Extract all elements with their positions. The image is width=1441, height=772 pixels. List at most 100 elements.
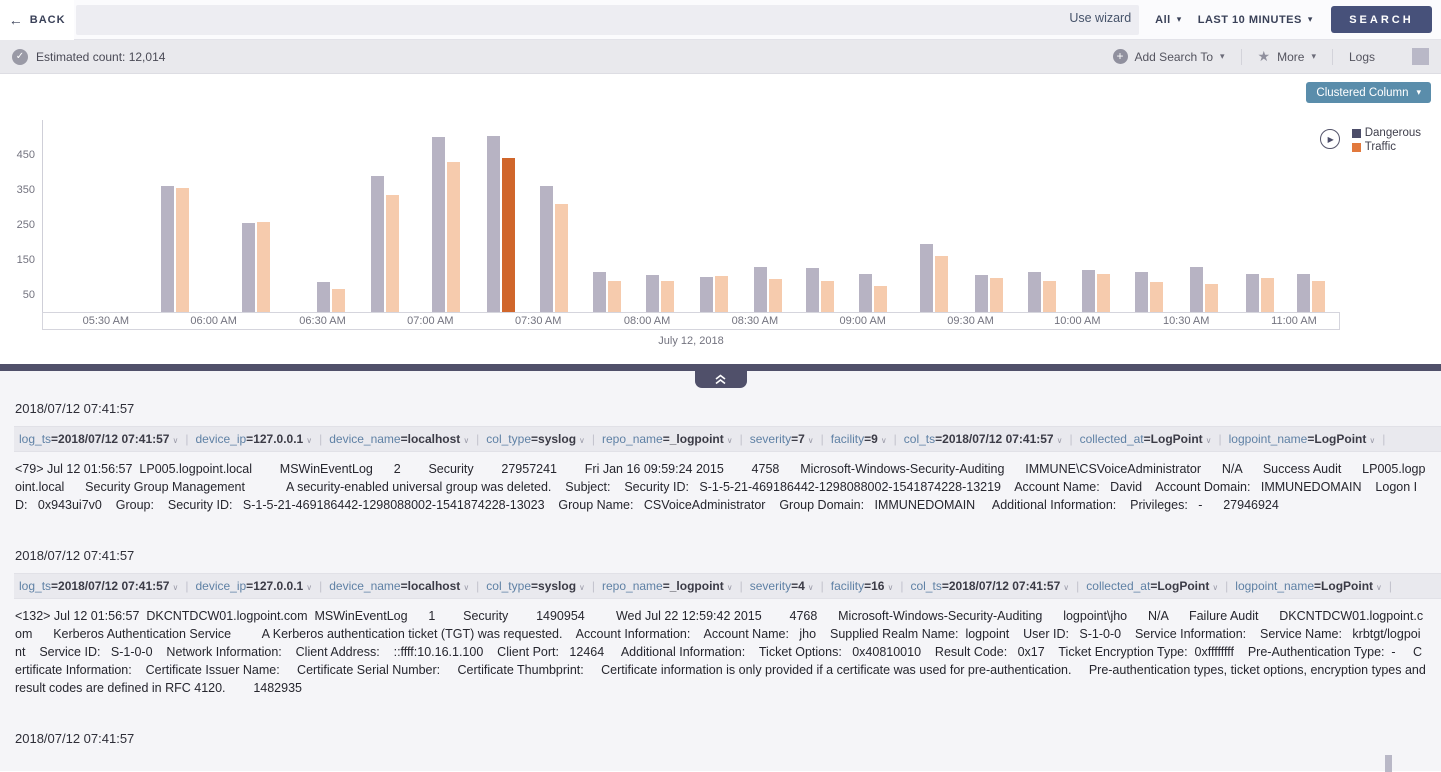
bar-traffic[interactable] xyxy=(820,280,834,312)
bar-traffic[interactable] xyxy=(769,278,783,312)
bar-dangerous[interactable] xyxy=(1245,273,1259,312)
log-field-tag-col_ts[interactable]: col_ts=2018/07/12 07:41:57 ∨ xyxy=(904,432,1063,446)
bar-dangerous[interactable] xyxy=(920,243,934,312)
bar-traffic[interactable] xyxy=(555,203,569,312)
bar-traffic[interactable] xyxy=(447,161,461,312)
bar-traffic[interactable] xyxy=(1260,278,1274,312)
bar-dangerous[interactable] xyxy=(1297,273,1311,312)
bar-dangerous[interactable] xyxy=(1027,271,1041,312)
bar-traffic-selected[interactable] xyxy=(501,158,515,312)
field-value: 2018/07/12 07:41:57 xyxy=(948,579,1061,593)
time-range-dropdown[interactable]: LAST 10 MINUTES ▾ xyxy=(1198,14,1313,26)
bar-dangerous[interactable] xyxy=(1135,271,1149,312)
results-toolbar: ✓ Estimated count: 12,014 + Add Search T… xyxy=(0,40,1441,772)
chevron-down-icon: ∨ xyxy=(463,583,470,592)
bar-traffic[interactable] xyxy=(176,188,190,312)
log-field-tag-facility[interactable]: facility=16 ∨ xyxy=(831,579,894,593)
log-field-tag-severity[interactable]: severity=4 ∨ xyxy=(750,579,814,593)
bar-traffic[interactable] xyxy=(1150,282,1164,312)
more-button[interactable]: ★ More ▾ xyxy=(1258,48,1316,65)
bar-traffic[interactable] xyxy=(989,278,1003,312)
log-field-tag-col_type[interactable]: col_type=syslog ∨ xyxy=(486,432,585,446)
log-field-tag-repo_name[interactable]: repo_name=_logpoint ∨ xyxy=(602,579,733,593)
log-field-tag-col_type[interactable]: col_type=syslog ∨ xyxy=(486,579,585,593)
chart-type-value: Clustered Column xyxy=(1316,86,1409,99)
field-name: col_ts xyxy=(910,579,942,593)
bar-traffic[interactable] xyxy=(256,221,270,312)
log-field-tag-device_name[interactable]: device_name=localhost ∨ xyxy=(329,579,469,593)
bar-traffic[interactable] xyxy=(386,195,400,312)
bar-dangerous[interactable] xyxy=(432,137,446,312)
field-name: device_ip xyxy=(195,579,247,593)
log-field-tag-device_ip[interactable]: device_ip=127.0.0.1 ∨ xyxy=(195,579,312,593)
columns-view-icon[interactable] xyxy=(1385,48,1402,772)
field-separator: | xyxy=(739,432,743,446)
bar-dangerous[interactable] xyxy=(540,186,554,312)
search-button[interactable]: SEARCH xyxy=(1330,6,1432,33)
chart-type-dropdown[interactable]: Clustered Column ▾ xyxy=(1306,82,1431,103)
bar-dangerous[interactable] xyxy=(241,222,255,312)
field-separator: | xyxy=(476,432,480,446)
bar-traffic[interactable] xyxy=(714,276,728,312)
collapse-chart-button[interactable] xyxy=(694,370,747,388)
bar-dangerous[interactable] xyxy=(1189,266,1203,312)
bar-traffic[interactable] xyxy=(935,256,949,312)
bar-dangerous[interactable] xyxy=(699,277,713,312)
legend-item-dangerous[interactable]: Dangerous xyxy=(1351,126,1421,140)
log-field-tag-collected_at[interactable]: collected_at=LogPoint ∨ xyxy=(1080,432,1212,446)
block-view-icon[interactable] xyxy=(1412,48,1429,65)
field-separator: | xyxy=(893,432,897,446)
field-separator: | xyxy=(185,579,189,593)
field-equals: = xyxy=(246,579,254,593)
bar-traffic[interactable] xyxy=(1204,284,1218,312)
bar-dangerous[interactable] xyxy=(316,282,330,312)
bar-dangerous[interactable] xyxy=(371,175,385,312)
use-wizard-link[interactable]: Use wizard xyxy=(1069,10,1132,25)
log-field-tag-repo_name[interactable]: repo_name=_logpoint ∨ xyxy=(602,432,733,446)
toolbar-separator xyxy=(1331,48,1333,65)
scope-dropdown[interactable]: All ▾ xyxy=(1155,14,1182,26)
log-field-tag-log_ts[interactable]: log_ts=2018/07/12 07:41:57 ∨ xyxy=(19,579,178,593)
field-name: repo_name xyxy=(602,432,663,446)
search-query-input[interactable]: Use wizard xyxy=(76,4,1140,35)
y-axis-tick-label: 450 xyxy=(16,148,35,161)
bar-traffic[interactable] xyxy=(1312,281,1326,312)
field-equals: = xyxy=(400,432,408,446)
x-axis-tick-label: 10:00 AM xyxy=(1054,315,1101,327)
field-separator: | xyxy=(591,432,596,446)
back-button[interactable]: ← BACK xyxy=(0,0,75,40)
log-field-tag-facility[interactable]: facility=9 ∨ xyxy=(831,432,887,446)
log-field-tag-col_ts[interactable]: col_ts=2018/07/12 07:41:57 ∨ xyxy=(910,579,1069,593)
bar-traffic[interactable] xyxy=(608,280,622,312)
toolbar-separator xyxy=(1240,48,1242,65)
bar-dangerous[interactable] xyxy=(974,275,988,312)
bar-traffic[interactable] xyxy=(1097,273,1111,312)
bar-traffic[interactable] xyxy=(874,285,888,312)
legend-label: Dangerous xyxy=(1364,127,1421,139)
bar-dangerous[interactable] xyxy=(593,271,607,312)
log-field-tag-logpoint_name[interactable]: logpoint_name=LogPoint ∨ xyxy=(1229,432,1376,446)
log-field-tag-device_ip[interactable]: device_ip=127.0.0.1 ∨ xyxy=(195,432,312,446)
log-field-tag-log_ts[interactable]: log_ts=2018/07/12 07:41:57 ∨ xyxy=(19,432,178,446)
legend-item-traffic[interactable]: Traffic xyxy=(1351,140,1421,154)
bar-dangerous[interactable] xyxy=(859,273,873,312)
log-field-tag-device_name[interactable]: device_name=localhost ∨ xyxy=(329,432,469,446)
bar-dangerous[interactable] xyxy=(754,266,768,312)
log-field-tag-collected_at[interactable]: collected_at=LogPoint ∨ xyxy=(1086,579,1218,593)
bar-dangerous[interactable] xyxy=(646,275,660,312)
bar-dangerous[interactable] xyxy=(805,268,819,312)
chevron-down-icon: ∨ xyxy=(1063,583,1070,592)
field-value: 127.0.0.1 xyxy=(253,432,304,446)
add-search-to-button[interactable]: + Add Search To ▾ xyxy=(1112,49,1225,64)
bar-dangerous[interactable] xyxy=(161,186,175,312)
play-icon[interactable]: ▶ xyxy=(1319,129,1340,149)
log-field-tag-severity[interactable]: severity=7 ∨ xyxy=(750,432,814,446)
field-separator: | xyxy=(900,579,904,593)
field-value: syslog xyxy=(538,579,577,593)
bar-dangerous[interactable] xyxy=(1082,270,1096,312)
bar-dangerous[interactable] xyxy=(486,135,500,312)
bar-traffic[interactable] xyxy=(1042,280,1056,312)
bar-traffic[interactable] xyxy=(331,289,345,312)
log-field-tag-logpoint_name[interactable]: logpoint_name=LogPoint ∨ xyxy=(1235,579,1382,593)
bar-traffic[interactable] xyxy=(661,280,675,312)
